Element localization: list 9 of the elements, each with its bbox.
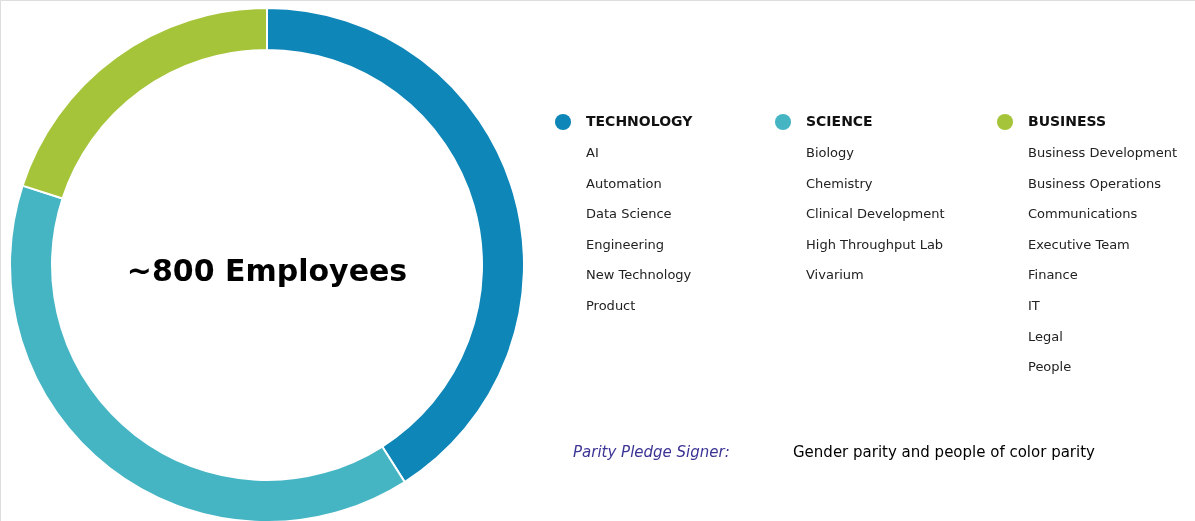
text: Biology Chemistry Clinical Development High Throughput Lab Vivarium [806,145,945,283]
text: ~800 Employees [126,253,408,288]
text: Parity Pledge Signer: [573,443,730,461]
legend-label: BUSINESS [1028,113,1107,129]
text: Business Development Business Operations Communications Executive Team Finance IT Legal People [1028,145,1177,375]
text: AI Automation Data Science Engineering New Technology Product [586,145,692,313]
legend-label: TECHNOLOGY [586,113,694,129]
legend-label: SCIENCE [806,113,873,129]
text: Gender parity and people of color parity [793,443,1096,461]
